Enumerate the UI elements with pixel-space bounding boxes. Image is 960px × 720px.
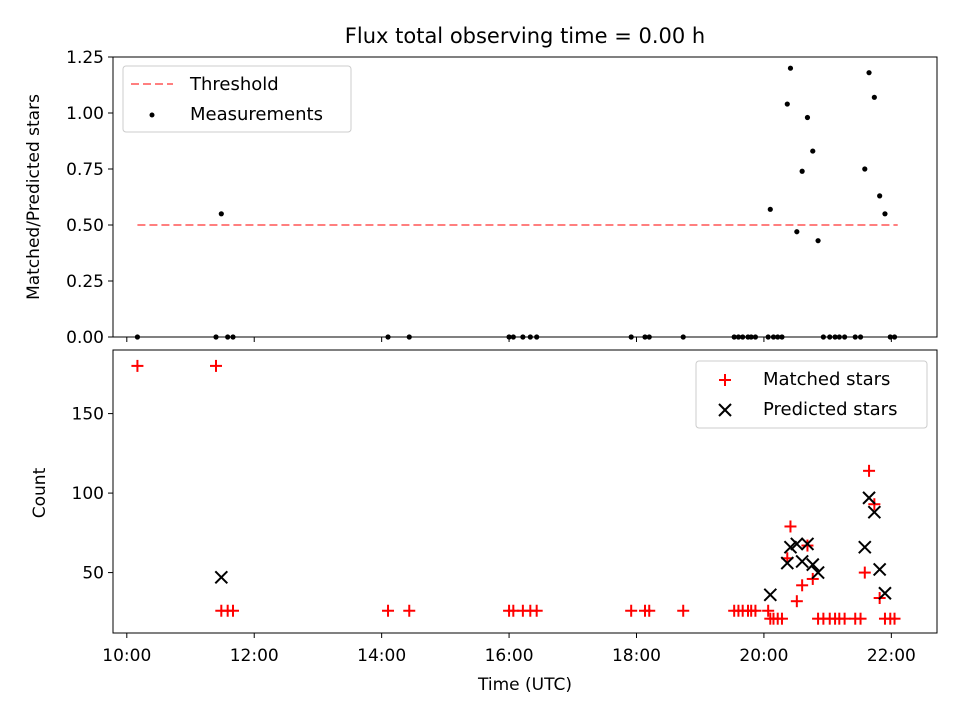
top-y-tick-label: 0.50 [66,216,104,236]
matched-star-point [643,604,656,617]
top-y-tick-label: 1.25 [66,48,104,68]
bottom-x-tick-label: 22:00 [867,646,916,666]
measurement-point [218,211,224,217]
predicted-star-point [763,588,777,602]
bottom-plot-area [131,359,901,625]
top-plot-area [134,65,898,340]
legend-measurements-swatch [149,112,155,118]
matched-star-point [749,604,762,617]
bottom-axes-frame [112,349,938,634]
bottom-panel: 50 100 150 10:00 12:00 14:00 16:00 18:00 20:00 2… [30,349,938,695]
measurement-point [787,65,794,71]
measurement-point [767,206,773,212]
matched-star-point [858,566,871,579]
matched-star-point [762,604,775,617]
predicted-star-point [790,537,804,551]
top-y-tick-label: 0.00 [66,328,104,348]
measurement-point [799,168,805,174]
matched-star-point [131,359,144,372]
top-axes-frame [112,56,938,338]
bottom-x-axis: 10:00 12:00 14:00 16:00 18:00 20:00 22:00 [102,633,916,666]
bottom-x-axis-label: Time (UTC) [477,675,572,695]
measurement-point [882,211,888,217]
top-y-tick-label: 0.75 [66,160,104,180]
legend-predicted-label: Predicted stars [763,399,897,420]
bottom-x-tick-label: 18:00 [612,646,661,666]
matched-star-point [790,595,803,608]
top-panel: 0.00 0.25 0.50 0.75 1.00 1.25 Matched/Predict… [24,48,938,348]
bottom-x-tick-label: 14:00 [357,646,406,666]
top-y-axis: 0.00 0.25 0.50 0.75 1.00 1.25 [66,48,113,348]
matched-star-point [775,612,788,625]
matched-star-point [226,604,239,617]
bottom-x-tick-label: 10:00 [102,646,151,666]
predicted-star-point [800,537,815,551]
bottom-y-tick-label: 50 [82,564,104,584]
legend-measurements-label: Measurements [190,104,323,125]
predicted-star-point [867,505,882,519]
bottom-legend: Matched stars Predicted stars [695,360,928,429]
bottom-y-axis: 50 100 150 [72,405,113,584]
top-x-ticks [126,337,892,342]
measurement-point [794,229,800,235]
matched-star-point [784,520,797,533]
bottom-x-tick-label: 16:00 [485,646,534,666]
predicted-star-point [878,586,892,600]
predicted-star-point [214,570,229,585]
measurement-point [866,70,872,76]
measurement-point [862,166,868,172]
predicted-star-point [806,557,820,572]
top-y-tick-label: 1.00 [66,104,104,124]
predicted-star-point [862,491,876,505]
chart-title: Flux total observing time = 0.00 h [345,24,705,48]
bottom-y-tick-label: 100 [72,484,104,504]
bottom-x-tick-label: 12:00 [230,646,279,666]
measurement-point [810,148,816,154]
predicted-star-point [780,556,794,570]
matched-star-point [677,604,690,617]
matched-star-point [854,612,867,625]
predicted-star-point [795,554,809,569]
measurement-point [871,94,877,100]
matched-star-point [888,612,901,625]
bottom-x-tick-label: 20:00 [739,646,788,666]
matched-star-point [210,359,222,372]
measurement-point [815,238,821,244]
matched-star-point [796,579,809,592]
measurement-point [804,114,811,121]
matched-star-point [403,604,416,617]
matched-star-point [530,604,543,617]
top-y-tick-label: 0.25 [66,272,104,292]
predicted-star-point [811,565,825,580]
predicted-star-point [858,540,872,554]
matched-star-point [863,464,876,477]
bottom-y-tick-label: 150 [72,405,104,425]
top-y-axis-label: Matched/Predicted stars [24,94,44,300]
predicted-star-point [872,562,887,577]
bottom-y-axis-label: Count [30,467,50,518]
legend-predicted-swatch [718,403,732,417]
legend-matched-swatch [719,374,731,386]
matched-star-point [625,604,638,617]
measurement-point [784,101,790,107]
measurement-point [877,193,883,199]
predicted-star-point [783,540,798,554]
matched-star-point [801,539,814,552]
legend-threshold-label: Threshold [189,74,279,95]
top-legend: Threshold Measurements [122,65,352,133]
matched-star-point [838,612,851,625]
matched-star-point [382,604,395,617]
legend-matched-label: Matched stars [763,369,890,390]
